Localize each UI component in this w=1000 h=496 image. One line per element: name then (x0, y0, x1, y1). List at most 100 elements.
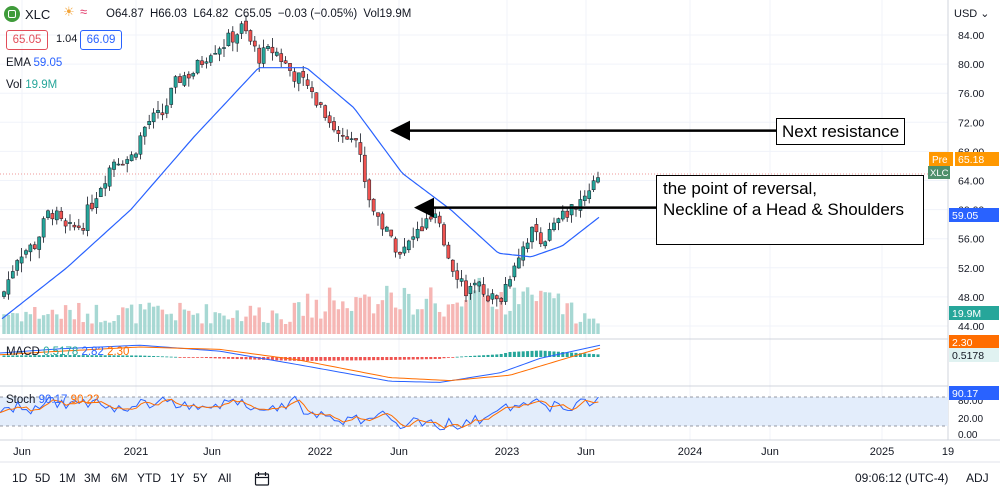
next-resistance-label[interactable]: Next resistance (776, 118, 906, 145)
volume-bar (169, 313, 173, 334)
candle-body (411, 236, 416, 240)
volume-bar (596, 323, 600, 334)
ema-price-tag-bg (949, 208, 999, 222)
candle-body (279, 53, 284, 62)
macd-histogram-bar (319, 357, 323, 361)
timeframe-1d[interactable]: 1D (12, 471, 28, 485)
time-tick-label: 2023 (495, 446, 519, 458)
volume-bar (473, 290, 477, 334)
candle-body (530, 226, 534, 243)
candle-body (116, 163, 121, 166)
time-tick-label: Jun (390, 446, 408, 458)
volume-bar (534, 301, 539, 334)
candle-body (195, 59, 200, 74)
vol-legend-value: 19.9M (25, 79, 58, 91)
volume-bar (112, 320, 116, 334)
candle-body (217, 48, 222, 55)
timeframe-1y[interactable]: 1Y (170, 471, 185, 485)
macd-histogram-bar (341, 357, 345, 361)
neckline-label[interactable]: the point of reversal, Neckline of a Hea… (656, 175, 924, 245)
volume-bar (583, 313, 587, 334)
candle-body (428, 216, 433, 220)
volume-bar (407, 293, 411, 334)
macd-histogram-bar (196, 357, 200, 358)
volume-bar (103, 320, 107, 334)
volume-bar (301, 315, 305, 334)
macd-line (0, 344, 601, 383)
macd-histogram-bar (103, 355, 107, 357)
volume-bar (55, 314, 59, 334)
candle-body (499, 297, 504, 302)
macd-legend[interactable]: MACD 0.5178 2.82 2.30 (6, 346, 129, 358)
currency-selector[interactable]: USD ⌄ (954, 7, 990, 20)
timeframe-5y[interactable]: 5Y (193, 471, 208, 485)
candle-body (310, 87, 314, 92)
macd-histogram-bar (94, 355, 98, 357)
adj-toggle[interactable]: ADJ (966, 471, 989, 485)
neckline-label-line1: the point of reversal, (663, 179, 818, 198)
buy-button[interactable]: 66.09 (80, 30, 122, 50)
macd-histogram-bar (411, 357, 415, 360)
macd-histogram-bar (11, 355, 15, 357)
volume-legend[interactable]: Vol 19.9M (6, 79, 57, 91)
candle-body (481, 284, 486, 295)
timeframe-ytd[interactable]: YTD (137, 471, 161, 485)
neckline-arrowhead (414, 197, 434, 218)
volume-bar (226, 319, 231, 334)
candle-body (552, 222, 556, 231)
timeframe-5d[interactable]: 5D (35, 471, 51, 485)
candle-body (37, 236, 42, 250)
macd-histogram-bar (468, 355, 472, 357)
timeframe-6m[interactable]: 6M (111, 471, 128, 485)
macd-histogram-bar (138, 355, 142, 357)
sell-button[interactable]: 65.05 (6, 30, 48, 50)
candle-body (301, 71, 306, 78)
macd-histogram-bar (266, 357, 270, 360)
volume-bar (517, 304, 521, 334)
macd-signal-line (0, 346, 601, 382)
macd-histogram-bar (442, 357, 446, 359)
volume-bar (178, 302, 182, 334)
macd-histogram-bar (398, 357, 402, 360)
candle-body (10, 271, 15, 279)
price-tick-label: 56.00 (958, 234, 984, 246)
timeframe-3m[interactable]: 3M (84, 471, 101, 485)
macd-histogram-bar (297, 357, 301, 361)
clock[interactable]: 09:06:12 (UTC-4) (855, 471, 949, 485)
candle-body (134, 153, 138, 158)
macd-histogram-bar (336, 357, 340, 361)
volume-bar (332, 300, 336, 334)
volume-bar (433, 303, 437, 334)
candle-body (521, 246, 526, 261)
stoch-legend[interactable]: Stoch 90.17 90.22 (6, 394, 99, 406)
timeframe-all[interactable]: All (218, 471, 232, 485)
volume-tag: 19.9M (952, 308, 981, 320)
macd-histogram-bar (460, 356, 464, 358)
macd-histogram-bar (499, 353, 503, 357)
pre-price-tag: 65.18 (958, 154, 984, 166)
volume-bar (503, 314, 508, 334)
candle-body (468, 285, 473, 294)
volume-bar (411, 314, 415, 334)
candle-body (384, 226, 389, 232)
macd-histogram-bar (372, 357, 376, 361)
macd-histogram-bar (358, 357, 362, 361)
candle-body (534, 224, 539, 233)
candle-body (516, 257, 521, 269)
stoch-k-value: 90.17 (38, 394, 68, 406)
candle-body (336, 130, 341, 134)
stoch-tick-label: 0.00 (958, 430, 978, 441)
timeframe-1m[interactable]: 1M (59, 471, 76, 485)
candle-body (455, 270, 460, 280)
symbol-name[interactable]: XLC (25, 7, 51, 22)
volume-bar (539, 290, 543, 334)
time-tick-label: 2024 (678, 446, 702, 458)
volume-bar (530, 294, 534, 334)
candle-body (596, 177, 600, 183)
pre-label: Pre (932, 155, 948, 166)
macd-histogram-bar (231, 357, 235, 359)
ema-legend[interactable]: EMA 59.05 (6, 57, 62, 69)
volume-bar (235, 310, 239, 334)
date-range-icon[interactable] (254, 471, 270, 490)
